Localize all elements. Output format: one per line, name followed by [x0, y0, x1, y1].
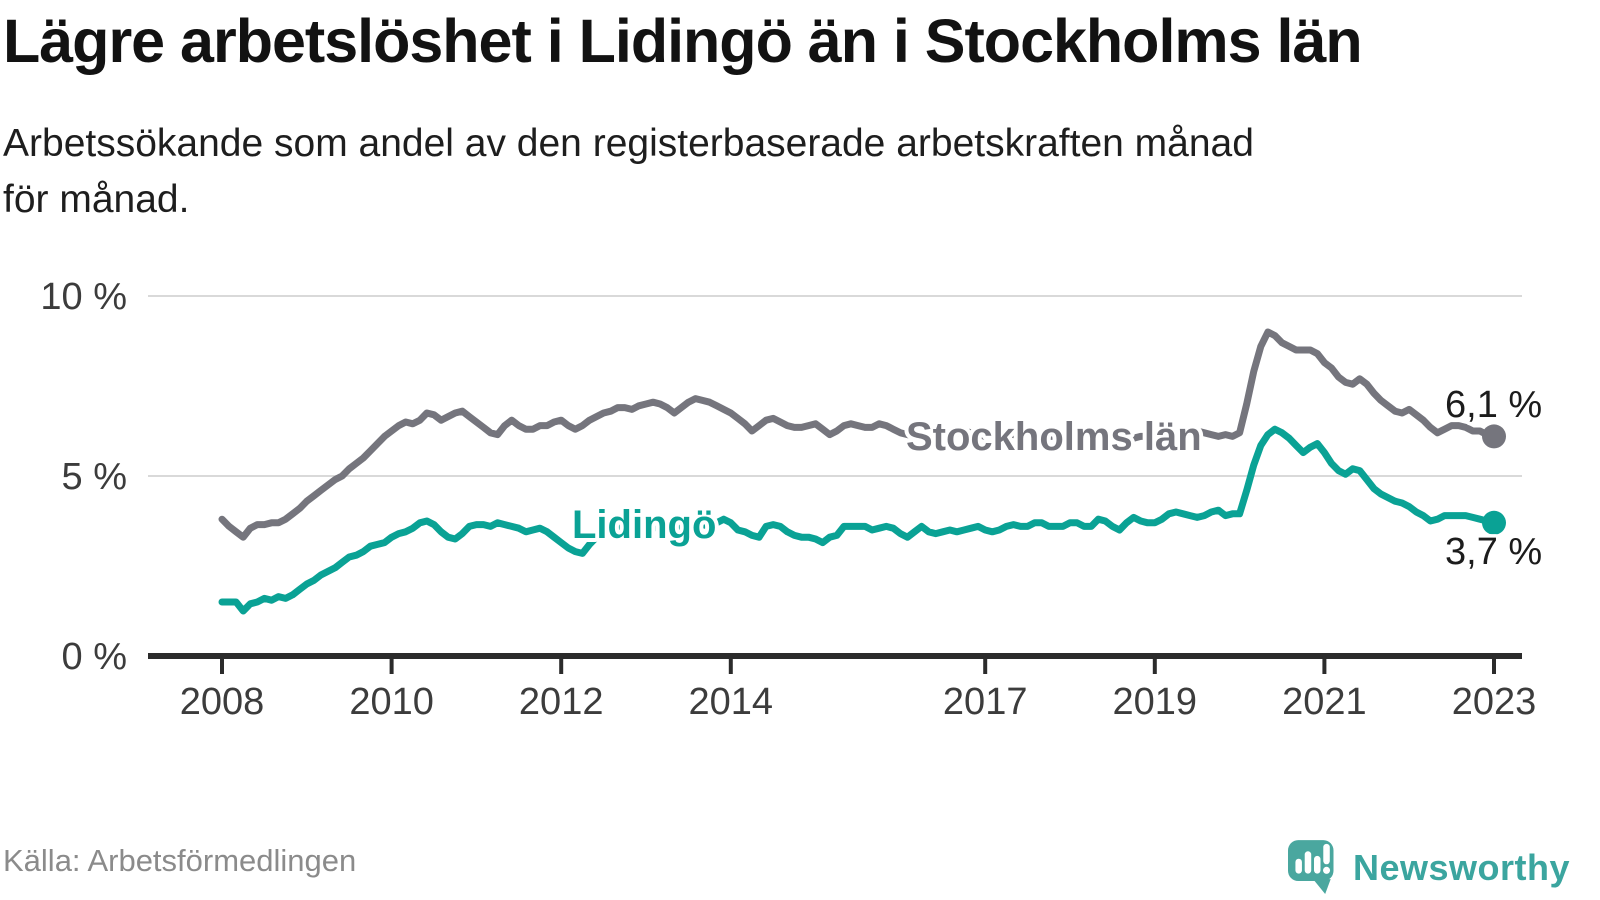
- x-axis-label-2021: 2021: [1282, 681, 1367, 723]
- end-value-stockholms-lan: 6,1 %: [1445, 384, 1542, 426]
- source-note: Källa: Arbetsförmedlingen: [3, 843, 357, 878]
- series-line-liding-: [218, 425, 1498, 615]
- end-dot-stockholms-l-n: [1482, 424, 1506, 449]
- chart-subtitle-line2: för månad.: [3, 177, 190, 221]
- x-axis-label-2017: 2017: [943, 681, 1028, 723]
- y-axis-label-5: 5 %: [62, 456, 127, 498]
- x-axis-label-2019: 2019: [1113, 681, 1198, 723]
- end-dot-liding-: [1482, 510, 1506, 535]
- series-lines: [218, 328, 1498, 615]
- brand-logo: Newsworthy: [1288, 838, 1570, 898]
- series-label-lidingo: Lidingö: [572, 503, 716, 547]
- newsworthy-logo-icon: [1288, 840, 1334, 894]
- x-axis-label-2008: 2008: [180, 681, 265, 723]
- gridlines: [148, 295, 1522, 477]
- x-axis-label-2014: 2014: [689, 681, 774, 723]
- chart-subtitle: Arbetssökande som andel av den registerb…: [3, 116, 1254, 228]
- series-end-dots: [1482, 424, 1506, 535]
- x-axis-labels: 2008 2010 2012 2014 2017 2019 2021 2023: [180, 681, 1537, 723]
- x-axis-label-2023: 2023: [1452, 681, 1537, 723]
- series-label-stockholms-lan: Stockholms län: [906, 415, 1202, 459]
- y-axis-labels: 0 % 5 % 10 %: [40, 276, 127, 678]
- end-value-lidingo: 3,7 %: [1445, 531, 1542, 573]
- series-line-stockholms-l-n: [218, 328, 1498, 541]
- y-axis-label-0: 0 %: [62, 636, 127, 678]
- chart-subtitle-line1: Arbetssökande som andel av den registerb…: [3, 122, 1254, 165]
- y-axis-label-10: 10 %: [40, 276, 127, 318]
- page-title: Lägre arbetslöshet i Lidingö än i Stockh…: [3, 7, 1363, 75]
- brand-name: Newsworthy: [1353, 847, 1571, 888]
- x-axis-label-2012: 2012: [519, 681, 604, 723]
- x-axis-ticks: [220, 656, 1496, 674]
- x-axis-label-2010: 2010: [349, 681, 434, 723]
